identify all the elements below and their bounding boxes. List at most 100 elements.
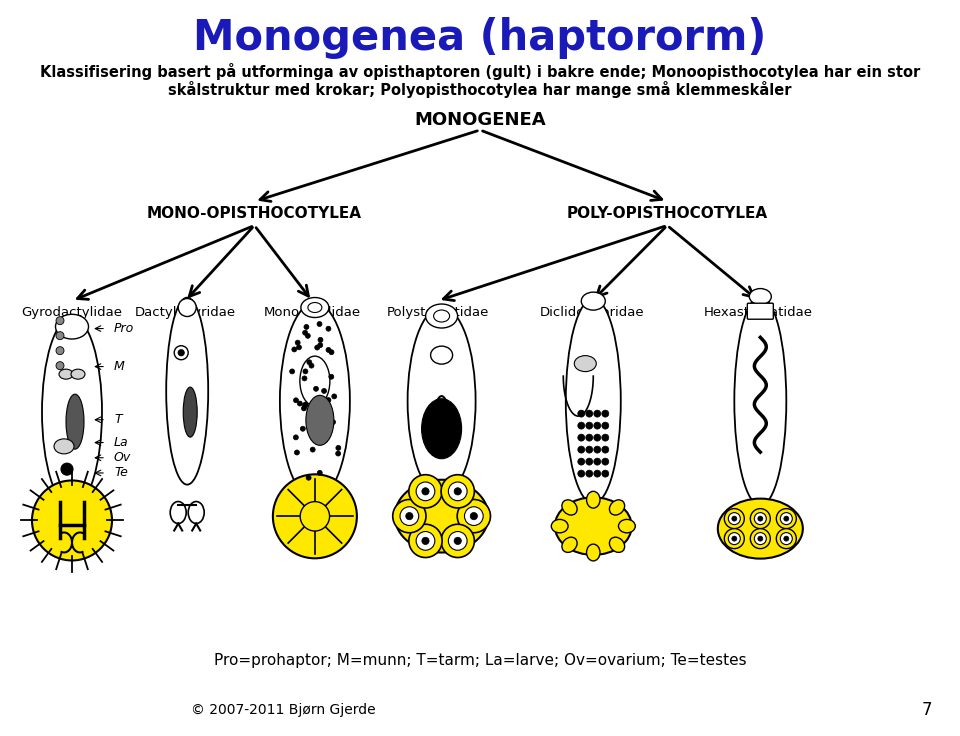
Text: La: La: [114, 436, 129, 449]
Ellipse shape: [555, 498, 632, 555]
Circle shape: [594, 434, 601, 441]
FancyBboxPatch shape: [747, 303, 774, 319]
Circle shape: [301, 406, 306, 411]
Circle shape: [295, 340, 300, 345]
Text: Monocotylidae: Monocotylidae: [263, 306, 361, 319]
Circle shape: [725, 509, 744, 528]
Circle shape: [330, 420, 336, 425]
Circle shape: [303, 402, 308, 407]
Circle shape: [725, 528, 744, 548]
Circle shape: [302, 376, 307, 381]
Circle shape: [309, 363, 314, 368]
Circle shape: [586, 434, 592, 441]
Circle shape: [318, 434, 323, 439]
Circle shape: [729, 533, 740, 545]
Text: MONOGENEA: MONOGENEA: [414, 111, 546, 129]
Circle shape: [594, 458, 601, 465]
Circle shape: [290, 369, 295, 374]
Circle shape: [594, 446, 601, 453]
Ellipse shape: [718, 498, 803, 559]
Circle shape: [305, 333, 310, 339]
Ellipse shape: [434, 310, 449, 322]
Circle shape: [179, 299, 196, 316]
Circle shape: [602, 434, 609, 441]
Circle shape: [578, 410, 585, 417]
Circle shape: [292, 347, 297, 352]
Text: Polystomatidae: Polystomatidae: [387, 306, 489, 319]
Circle shape: [441, 524, 474, 558]
Ellipse shape: [425, 304, 458, 328]
Circle shape: [454, 537, 462, 545]
Circle shape: [755, 533, 766, 545]
Circle shape: [179, 350, 184, 355]
Circle shape: [757, 516, 763, 521]
Circle shape: [416, 482, 435, 500]
Circle shape: [578, 422, 585, 429]
Ellipse shape: [618, 520, 636, 533]
Circle shape: [457, 500, 491, 533]
Ellipse shape: [183, 387, 197, 437]
Ellipse shape: [306, 395, 334, 445]
Circle shape: [56, 332, 64, 339]
Ellipse shape: [166, 297, 208, 484]
Text: Pro=prohaptor; M=munn; T=tarm; La=larve; Ov=ovarium; Te=testes: Pro=prohaptor; M=munn; T=tarm; La=larve;…: [214, 653, 746, 668]
Circle shape: [317, 322, 322, 327]
Circle shape: [393, 500, 426, 533]
Circle shape: [324, 415, 329, 420]
Ellipse shape: [562, 500, 577, 515]
Circle shape: [326, 347, 331, 353]
Circle shape: [302, 403, 307, 408]
Circle shape: [302, 330, 307, 335]
Circle shape: [300, 426, 305, 431]
Circle shape: [465, 507, 483, 526]
Circle shape: [294, 397, 299, 403]
Circle shape: [56, 316, 64, 325]
Text: Klassifisering basert på utforminga av opisthaptoren (gult) i bakre ende; Monoop: Klassifisering basert på utforminga av o…: [40, 63, 920, 80]
Circle shape: [306, 475, 311, 481]
Circle shape: [594, 410, 601, 417]
Text: Ov: Ov: [114, 451, 132, 464]
Ellipse shape: [734, 297, 786, 506]
Circle shape: [56, 347, 64, 355]
Circle shape: [409, 524, 443, 558]
Circle shape: [329, 350, 334, 355]
Ellipse shape: [300, 297, 329, 317]
Circle shape: [297, 344, 301, 350]
Circle shape: [783, 516, 789, 521]
Circle shape: [32, 481, 112, 560]
Circle shape: [421, 488, 429, 495]
Circle shape: [594, 422, 601, 429]
Circle shape: [441, 475, 474, 508]
Circle shape: [780, 512, 792, 525]
Circle shape: [273, 474, 357, 559]
Ellipse shape: [66, 394, 84, 449]
Ellipse shape: [587, 492, 600, 508]
Circle shape: [578, 470, 585, 477]
Circle shape: [295, 450, 300, 455]
Circle shape: [729, 512, 740, 525]
Ellipse shape: [408, 307, 475, 495]
Circle shape: [323, 437, 327, 442]
Circle shape: [448, 482, 468, 500]
Circle shape: [329, 375, 334, 379]
Circle shape: [751, 528, 770, 548]
Text: POLY-OPISTHOCOTYLEA: POLY-OPISTHOCOTYLEA: [566, 206, 768, 221]
Ellipse shape: [750, 289, 771, 305]
Circle shape: [322, 389, 326, 394]
Circle shape: [783, 536, 789, 541]
Text: Diclidophoridae: Diclidophoridae: [540, 306, 644, 319]
Ellipse shape: [551, 520, 568, 533]
Circle shape: [454, 488, 462, 495]
Ellipse shape: [188, 501, 204, 523]
Text: skålstruktur med krokar; Polyopisthocotylea har mange små klemmeskåler: skålstruktur med krokar; Polyopisthocoty…: [168, 82, 792, 99]
Circle shape: [336, 445, 341, 450]
Circle shape: [602, 422, 609, 429]
Circle shape: [586, 410, 592, 417]
Circle shape: [448, 531, 468, 551]
Ellipse shape: [562, 537, 577, 553]
Circle shape: [578, 458, 585, 465]
Circle shape: [602, 470, 609, 477]
Circle shape: [602, 410, 609, 417]
Ellipse shape: [565, 299, 621, 503]
Circle shape: [317, 470, 323, 475]
